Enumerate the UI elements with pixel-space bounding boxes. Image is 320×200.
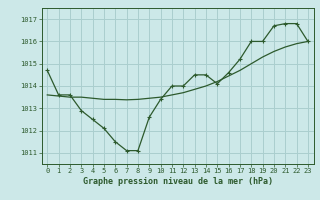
X-axis label: Graphe pression niveau de la mer (hPa): Graphe pression niveau de la mer (hPa): [83, 177, 273, 186]
